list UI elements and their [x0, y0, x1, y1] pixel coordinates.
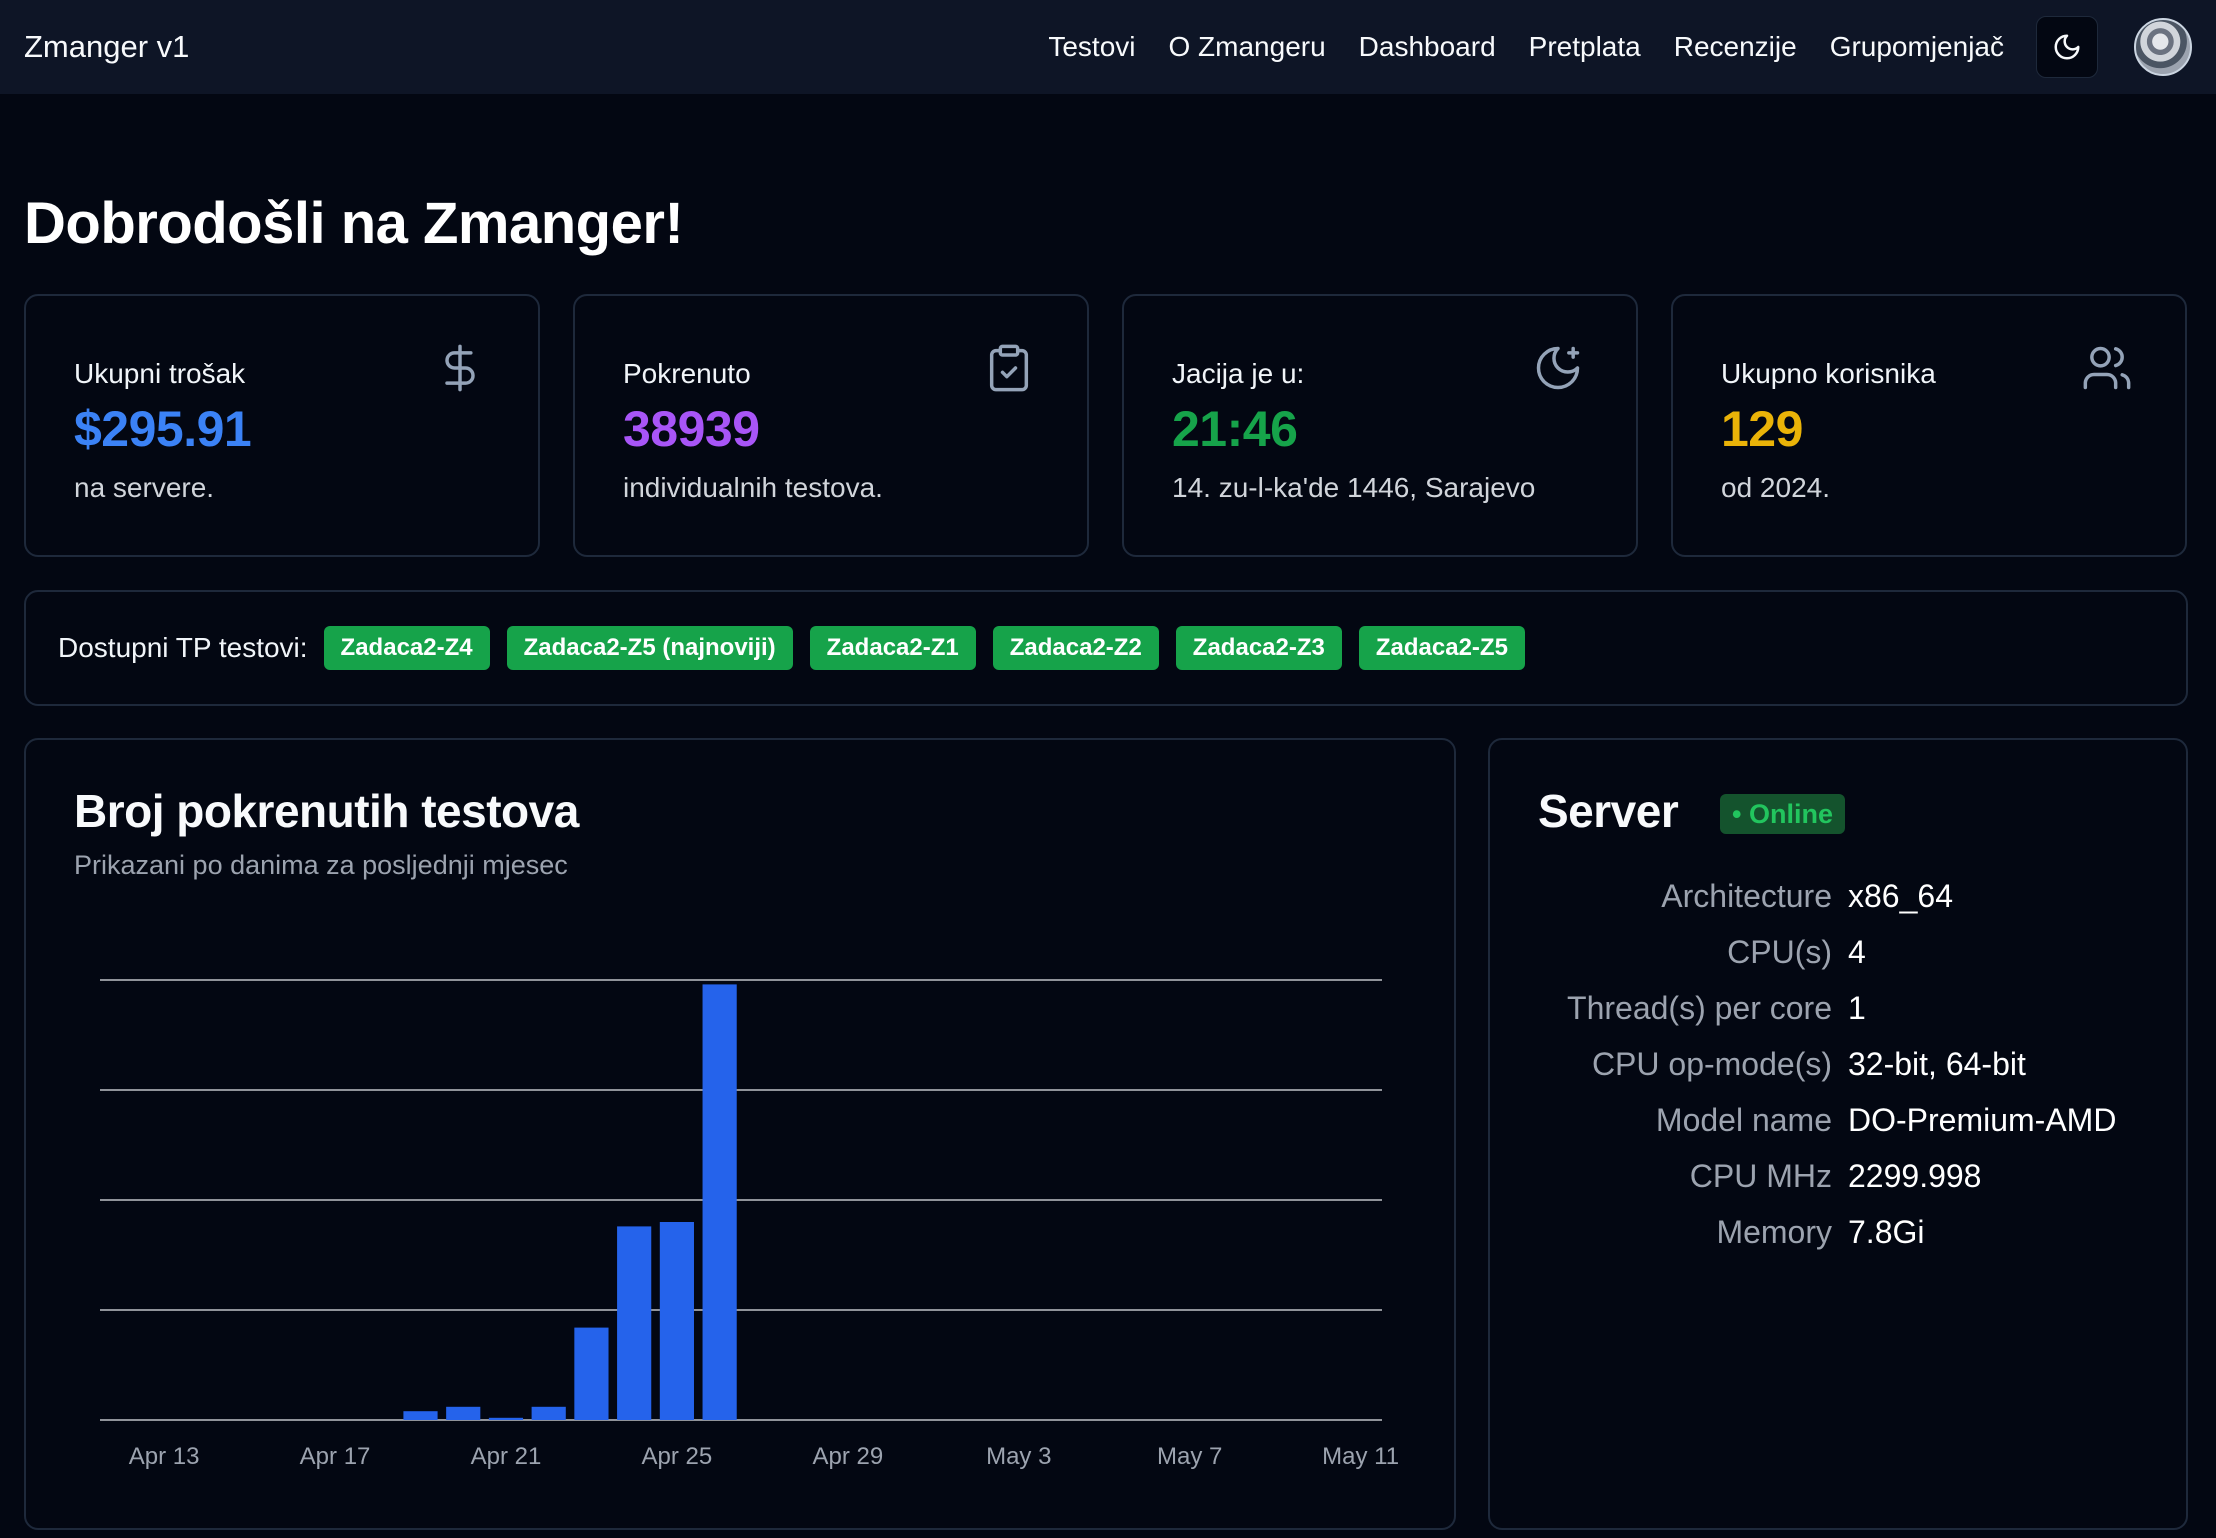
chart-x-tick-label: May 11	[1322, 1443, 1399, 1470]
stat-label: Pokrenuto	[623, 358, 751, 389]
stat-card-users: Ukupno korisnika 129 od 2024.	[1671, 294, 2187, 557]
nav-link-testovi[interactable]: Testovi	[1048, 31, 1136, 62]
page-title: Dobrodošli na Zmanger!	[24, 191, 684, 256]
chart-x-tick-label: Apr 21	[471, 1443, 542, 1470]
stat-subtext: 14. zu-l-ka'de 1446, Sarajevo	[1172, 472, 1536, 503]
stat-card-prayer-time: Jacija je u: 21:46 14. zu-l-ka'de 1446, …	[1122, 294, 1638, 557]
chart-x-tick-label: May 3	[986, 1443, 1051, 1470]
spec-value: 4	[1848, 933, 1866, 970]
test-tag-z5-latest[interactable]: Zadaca2-Z5 (najnoviji)	[506, 626, 793, 670]
stat-card-tests: Pokrenuto 38939 individualnih testova.	[573, 294, 1089, 557]
chart-bar[interactable]	[488, 1417, 524, 1420]
stat-value: 38939	[623, 401, 760, 457]
chart-bar[interactable]	[446, 1406, 481, 1420]
nav-link-pretplata[interactable]: Pretplata	[1528, 31, 1641, 62]
spec-value: 7.8Gi	[1848, 1213, 1925, 1250]
spec-row: Architecture x86_64	[1490, 868, 2190, 924]
stat-value: 21:46	[1172, 401, 1298, 457]
spec-key: CPU(s)	[1727, 933, 1832, 970]
chart-bar[interactable]	[574, 1327, 609, 1420]
brand-logo[interactable]: Zmanger v1	[24, 29, 190, 64]
stat-label: Jacija je u:	[1172, 358, 1305, 389]
spec-key: Memory	[1716, 1213, 1832, 1250]
stat-subtext: individualnih testova.	[623, 472, 883, 503]
spec-key: Model name	[1655, 1101, 1832, 1138]
server-title: Server	[1538, 785, 1679, 837]
spec-value: DO-Premium-AMD	[1848, 1101, 2117, 1138]
chart-x-tick-label: Apr 17	[300, 1443, 371, 1470]
chart-bar[interactable]	[403, 1411, 438, 1420]
chart-x-tick-label: Apr 13	[129, 1443, 200, 1470]
nav-link-grupomjenjac[interactable]: Grupomjenjač	[1829, 31, 2004, 62]
bar-chart: Apr 13 Apr 17 Apr 21 Apr 25 Apr 29 May 3 May 7…	[100, 979, 1399, 1470]
test-tag-z3[interactable]: Zadaca2-Z3	[1175, 626, 1342, 670]
spec-row: CPU MHz 2299.998	[1490, 1148, 2190, 1204]
test-tag-z1[interactable]: Zadaca2-Z1	[809, 626, 976, 670]
spec-value: 2299.998	[1848, 1157, 1982, 1194]
spec-value: 32-bit, 64-bit	[1848, 1045, 2026, 1082]
stat-label: Ukupni trošak	[74, 358, 246, 389]
nav-link-recenzije[interactable]: Recenzije	[1673, 31, 1797, 62]
spec-key: Thread(s) per core	[1567, 989, 1832, 1026]
tests-label: Dostupni TP testovi:	[58, 632, 308, 663]
chart-x-tick-label: May 7	[1157, 1443, 1222, 1470]
nav-links: Testovi O Zmangeru Dashboard Pretplata R…	[1015, 16, 2192, 78]
nav-link-dashboard[interactable]: Dashboard	[1358, 31, 1496, 62]
spec-row: CPU op-mode(s) 32-bit, 64-bit	[1490, 1036, 2190, 1092]
chart-title: Broj pokrenutih testova	[74, 785, 579, 837]
chart-bar[interactable]	[617, 1226, 652, 1420]
chart-x-tick-label: Apr 25	[642, 1443, 713, 1470]
user-avatar[interactable]	[2134, 18, 2192, 76]
chart-subtitle: Prikazani po danima za posljednji mjesec	[74, 850, 568, 880]
moon-star-icon	[1536, 346, 1580, 390]
test-tag-z4[interactable]: Zadaca2-Z4	[323, 626, 490, 670]
status-badge: • Online	[1720, 794, 1845, 834]
tests-chart-card: Broj pokrenutih testova Prikazani po dan…	[24, 738, 1456, 1530]
chart-bar[interactable]	[659, 1222, 694, 1420]
stat-subtext: od 2024.	[1721, 472, 1830, 503]
spec-key: CPU MHz	[1689, 1157, 1832, 1194]
test-tag-z5[interactable]: Zadaca2-Z5	[1358, 626, 1525, 670]
available-tests-bar: Dostupni TP testovi: Zadaca2-Z4 Zadaca2-…	[24, 590, 2188, 706]
spec-value: 1	[1848, 989, 1866, 1026]
stat-value: $295.91	[74, 401, 252, 457]
spec-value: x86_64	[1848, 877, 1953, 914]
stat-label: Ukupno korisnika	[1721, 358, 1936, 389]
dollar-icon	[445, 344, 475, 392]
stat-card-cost: Ukupni trošak $295.91 na servere.	[24, 294, 540, 557]
spec-row: Thread(s) per core 1	[1490, 980, 2190, 1036]
spec-key: Architecture	[1661, 877, 1832, 914]
server-specs: Architecture x86_64 CPU(s) 4 Thread(s) per…	[1490, 868, 2190, 1260]
spec-key: CPU op-mode(s)	[1591, 1045, 1832, 1082]
spec-row: Memory 7.8Gi	[1490, 1204, 2190, 1260]
stat-subtext: na servere.	[74, 472, 215, 503]
theme-toggle-button[interactable]	[2036, 16, 2098, 78]
navbar: Zmanger v1 Testovi O Zmangeru Dashboard …	[0, 0, 2216, 94]
users-icon	[2083, 346, 2131, 390]
server-card: Server • Online Architecture x86_64 CPU(s…	[1488, 738, 2188, 1530]
moon-icon	[2054, 34, 2080, 60]
nav-link-o-zmangeru[interactable]: O Zmangeru	[1168, 31, 1326, 62]
stat-value: 129	[1721, 401, 1803, 457]
clipboard-check-icon	[989, 344, 1029, 392]
spec-row: Model name DO-Premium-AMD	[1490, 1092, 2190, 1148]
chart-bar[interactable]	[531, 1406, 566, 1420]
test-tag-z2[interactable]: Zadaca2-Z2	[992, 626, 1159, 670]
chart-bar[interactable]	[702, 984, 737, 1420]
spec-row: CPU(s) 4	[1490, 924, 2190, 980]
chart-x-tick-label: Apr 29	[812, 1443, 883, 1470]
